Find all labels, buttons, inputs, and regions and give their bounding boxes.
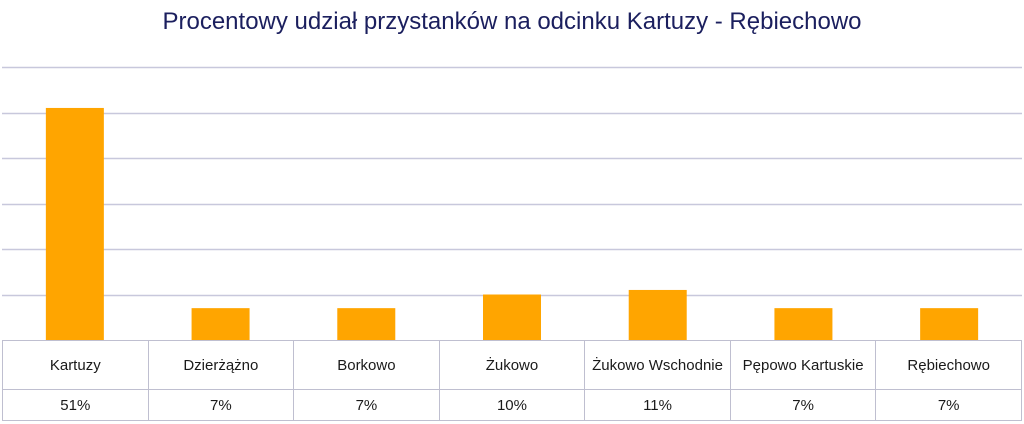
category-label: Borkowo	[293, 340, 440, 390]
value-label: 7%	[875, 389, 1022, 421]
category-label: Rębiechowo	[875, 340, 1022, 390]
category-label: Kartuzy	[2, 340, 149, 390]
value-row: 51% 7% 7% 10% 11% 7% 7%	[2, 389, 1022, 421]
data-table: Kartuzy Dzierżążno Borkowo Żukowo Żukowo Wsc…	[2, 340, 1022, 421]
value-label: 7%	[293, 389, 440, 421]
grid-lines	[2, 66, 1022, 297]
value-label: 7%	[147, 389, 295, 421]
bar-1	[191, 308, 250, 340]
bar-2	[337, 308, 396, 340]
value-label: 11%	[584, 389, 731, 421]
value-label: 10%	[438, 389, 586, 421]
bar-4	[628, 289, 687, 340]
bar-6	[920, 308, 979, 340]
value-label: 51%	[2, 389, 149, 421]
category-label: Żukowo	[438, 340, 586, 390]
chart-title: Procentowy udział przystanków na odcinku…	[162, 8, 862, 35]
bar-5	[774, 308, 833, 340]
category-row: Kartuzy Dzierżążno Borkowo Żukowo Żukowo Wsc…	[2, 340, 1022, 390]
category-label: Dzierżążno	[147, 340, 295, 390]
bar-0	[45, 107, 104, 340]
value-label: 7%	[729, 389, 877, 421]
bars	[45, 107, 979, 340]
bar-3	[483, 294, 541, 340]
chart-plot-area	[2, 66, 1022, 340]
category-label: Żukowo Wschodnie	[584, 340, 731, 390]
category-label: Pępowo Kartuskie	[729, 340, 877, 390]
